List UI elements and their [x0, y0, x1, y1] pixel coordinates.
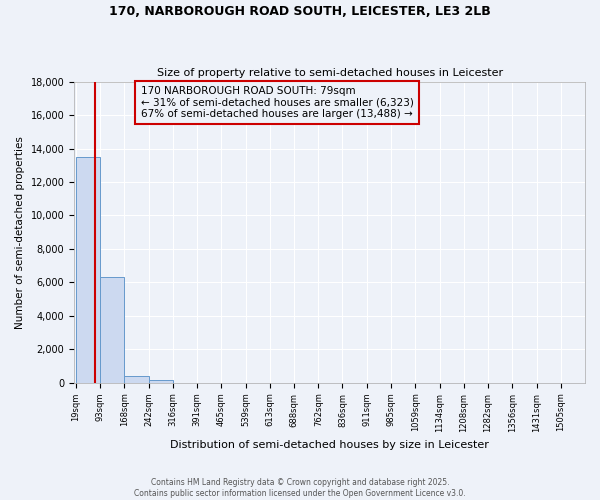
Y-axis label: Number of semi-detached properties: Number of semi-detached properties — [15, 136, 25, 328]
Bar — [149, 380, 173, 383]
Title: Size of property relative to semi-detached houses in Leicester: Size of property relative to semi-detach… — [157, 68, 503, 78]
Text: 170, NARBOROUGH ROAD SOUTH, LEICESTER, LE3 2LB: 170, NARBOROUGH ROAD SOUTH, LEICESTER, L… — [109, 5, 491, 18]
X-axis label: Distribution of semi-detached houses by size in Leicester: Distribution of semi-detached houses by … — [170, 440, 489, 450]
Text: Contains HM Land Registry data © Crown copyright and database right 2025.
Contai: Contains HM Land Registry data © Crown c… — [134, 478, 466, 498]
Bar — [76, 157, 100, 383]
Text: 170 NARBOROUGH ROAD SOUTH: 79sqm
← 31% of semi-detached houses are smaller (6,32: 170 NARBOROUGH ROAD SOUTH: 79sqm ← 31% o… — [140, 86, 413, 120]
Bar — [124, 376, 149, 383]
Bar — [100, 278, 124, 383]
